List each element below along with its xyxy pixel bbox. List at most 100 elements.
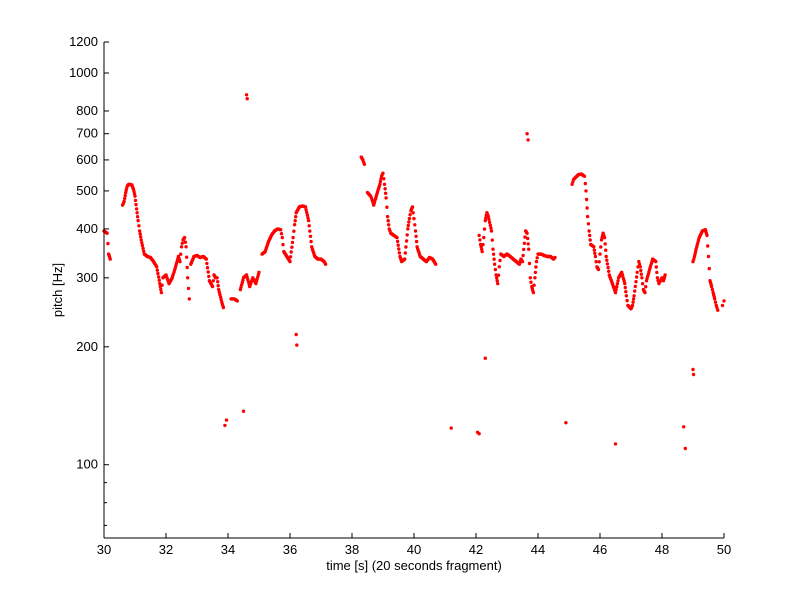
pitch-point: [526, 236, 530, 241]
pitch-point: [584, 189, 588, 193]
pitch-point: [108, 257, 112, 261]
x-ticks: 30 32 34 36 38 40 42 44 46 48 50: [97, 533, 731, 557]
pitch-point: [624, 290, 628, 294]
x-tick-label: 30: [97, 542, 111, 557]
pitch-point: [308, 234, 313, 238]
pitch-point: [633, 289, 637, 293]
pitch-point: [631, 297, 636, 301]
pitch-point: [632, 294, 636, 298]
pitch-point: [223, 423, 227, 428]
pitch-point: [305, 210, 309, 215]
pitch-point: [323, 262, 328, 266]
pitch-point: [180, 241, 184, 245]
pitch-point: [635, 270, 639, 274]
pitch-point: [592, 248, 596, 252]
y-tick-label: 1200: [69, 34, 98, 49]
pitch-point: [478, 238, 482, 242]
pitch-point: [434, 262, 438, 266]
pitch-point: [241, 409, 246, 413]
pitch-point: [602, 235, 607, 240]
pitch-point: [682, 425, 686, 429]
pitch-point: [294, 215, 298, 219]
pitch-point: [288, 259, 292, 264]
pitch-point: [385, 214, 390, 219]
pitch-point: [211, 279, 215, 283]
pitch-point: [623, 281, 627, 286]
pitch-point: [385, 205, 389, 209]
pitch-point: [607, 269, 611, 273]
pitch-point: [691, 372, 696, 377]
pitch-point: [407, 216, 412, 221]
pitch-point: [244, 93, 249, 97]
pitch-point: [382, 182, 387, 186]
pitch-point: [640, 276, 644, 280]
pitch-point: [491, 247, 495, 251]
pitch-point: [408, 213, 412, 217]
pitch-point: [482, 235, 486, 240]
pitch-point: [490, 238, 494, 242]
pitch-point: [290, 245, 294, 249]
y-tick-label: 800: [76, 103, 98, 118]
pitch-point: [592, 245, 596, 249]
pitch-point: [521, 253, 525, 258]
pitch-point: [292, 223, 297, 227]
pitch-point: [140, 241, 144, 245]
pitch-point: [156, 271, 160, 276]
pitch-point: [290, 240, 295, 245]
pitch-point: [525, 132, 529, 136]
pitch-point: [279, 232, 284, 236]
pitch-point: [706, 244, 710, 248]
pitch-point: [185, 265, 189, 270]
pitch-point: [527, 261, 532, 266]
pitch-point: [481, 242, 485, 247]
pitch-point: [637, 262, 642, 266]
pitch-point: [383, 191, 388, 195]
pitch-point: [156, 275, 161, 279]
pitch-point: [403, 251, 407, 255]
pitch-point: [136, 218, 140, 223]
pitch-point: [640, 282, 645, 286]
pitch-point: [379, 177, 383, 181]
pitch-point: [141, 246, 145, 251]
pitch-point: [594, 260, 598, 264]
pitch-point: [480, 249, 484, 254]
pitch-point: [292, 229, 296, 233]
pitch-point: [395, 235, 399, 240]
pitch-point: [293, 219, 297, 223]
pitch-point: [497, 265, 501, 269]
pitch-point: [487, 220, 492, 225]
pitch-point: [406, 223, 410, 228]
pitch-point: [383, 187, 387, 191]
pitch-point: [185, 255, 189, 259]
pitch-point: [597, 260, 601, 264]
pitch-point: [495, 276, 499, 280]
pitch-point: [593, 251, 597, 255]
x-tick-label: 36: [283, 542, 297, 557]
pitch-point: [122, 199, 126, 204]
pitch-point: [281, 242, 285, 247]
pitch-point: [496, 281, 500, 286]
y-tick-label: 200: [76, 339, 98, 354]
pitch-point: [134, 207, 139, 211]
pitch-point: [155, 265, 159, 269]
pitch-point: [477, 233, 481, 238]
pitch-point: [139, 235, 143, 239]
pitch-point: [720, 303, 725, 308]
pitch-point: [707, 266, 711, 271]
pitch-point: [280, 235, 284, 240]
pitch-point: [382, 177, 386, 181]
pitch-point: [414, 234, 418, 238]
pitch-point: [520, 259, 525, 264]
pitch-point: [204, 257, 208, 261]
pitch-point: [531, 290, 536, 295]
pitch-point: [525, 231, 529, 235]
pitch-point: [564, 421, 568, 425]
pitch-point: [387, 223, 391, 227]
pitch-point: [482, 227, 487, 231]
pitch-point: [616, 279, 620, 283]
y-axis-label: pitch [Hz]: [50, 263, 65, 317]
y-tick-label: 600: [76, 152, 98, 167]
pitch-point: [638, 265, 642, 269]
pitch-point: [449, 426, 453, 430]
pitch-point: [587, 229, 591, 233]
